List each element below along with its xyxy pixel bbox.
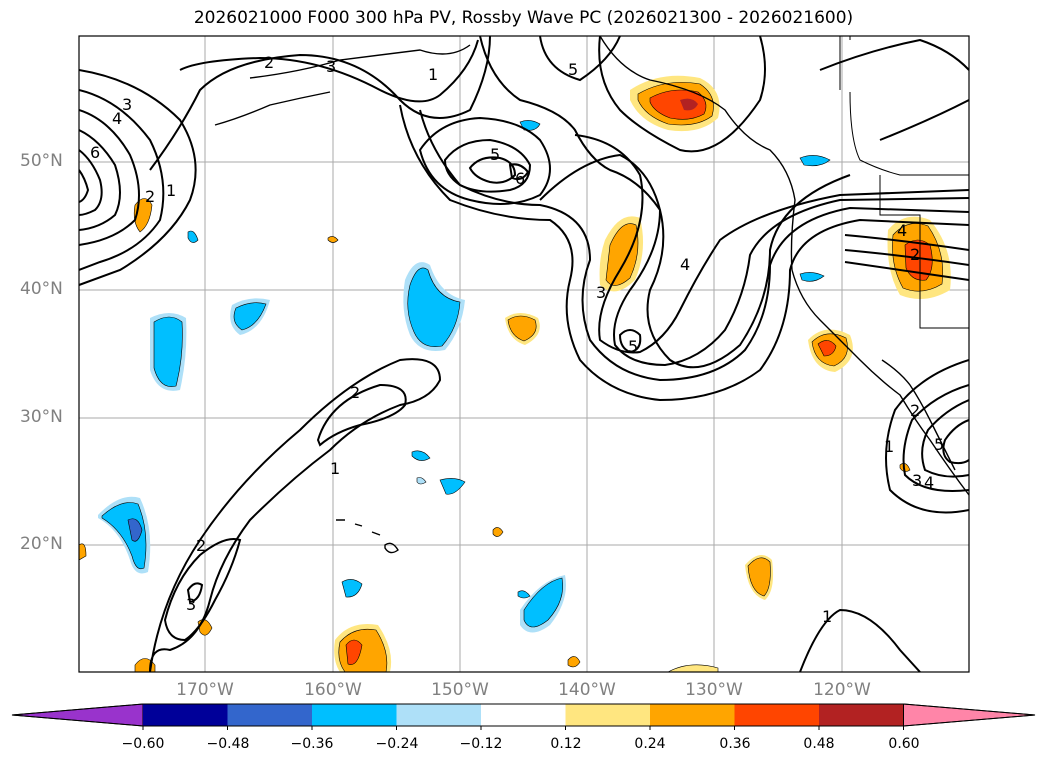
contour-label: 1: [330, 459, 340, 478]
contour-label: 6: [90, 143, 100, 162]
colorbar-segment: [565, 704, 650, 726]
contour-label: 4: [924, 473, 934, 492]
contour-label: 2: [350, 383, 360, 402]
colorbar-tick-label: −0.24: [375, 736, 419, 752]
contour-label: 4: [112, 109, 122, 128]
contour-labels: 2 3 1 5 3 4 6 5 6 2 1 3 4 5 4 2 2 1 2 3 …: [90, 53, 944, 626]
contour-label: 5: [490, 145, 500, 164]
lon-label-130w: 130°W: [685, 680, 743, 700]
contour-label: 5: [568, 60, 578, 79]
colorbar: [11, 703, 1036, 730]
colorbar-tick-label: −0.12: [459, 736, 503, 752]
contour-label: 2: [910, 245, 920, 264]
contour-label: 5: [628, 337, 638, 356]
contour-label: 1: [822, 607, 832, 626]
colorbar-tick-label: 0.48: [803, 736, 835, 752]
colorbar-segment: [481, 704, 566, 726]
colorbar-tick-label: 0.60: [888, 736, 920, 752]
lon-label-120w: 120°W: [813, 680, 871, 700]
colorbar-tick-label: 0.36: [719, 736, 751, 752]
pv-anomaly-shading: [79, 75, 951, 672]
lat-label-20n: 20°N: [20, 534, 63, 554]
colorbar-segment: [227, 704, 312, 726]
contour-label: 3: [186, 595, 196, 614]
contour-label: 2: [196, 536, 206, 555]
colorbar-extend-min: [11, 703, 144, 727]
colorbar-segment: [819, 704, 904, 726]
colorbar-extend-max: [903, 703, 1036, 727]
colorbar-segment: [734, 704, 819, 726]
colorbar-segment: [143, 704, 228, 726]
contour-label: 2: [145, 187, 155, 206]
contour-label: 3: [912, 471, 922, 490]
map-frame: [78, 35, 970, 673]
lon-label-170w: 170°W: [176, 680, 234, 700]
colorbar-tick-label: −0.60: [121, 736, 165, 752]
contour-label: 5: [934, 435, 944, 454]
contour-label: 3: [122, 95, 132, 114]
colorbar-tick-label: −0.48: [206, 736, 250, 752]
map-title: 2026021000 F000 300 hPa PV, Rossby Wave …: [193, 8, 854, 28]
lon-label-150w: 150°W: [431, 680, 489, 700]
colorbar-segment: [396, 704, 481, 726]
contour-label: 2: [910, 401, 920, 420]
lat-label-30n: 30°N: [20, 407, 63, 427]
lon-label-160w: 160°W: [304, 680, 362, 700]
lon-label-140w: 140°W: [558, 680, 616, 700]
colorbar-segment: [312, 704, 397, 726]
lat-label-40n: 40°N: [20, 279, 63, 299]
colorbar-segment: [650, 704, 735, 726]
colorbar-tick-label: −0.36: [290, 736, 334, 752]
lat-label-50n: 50°N: [20, 151, 63, 171]
contour-label: 4: [680, 255, 690, 274]
pv-contours: [79, 36, 969, 672]
colorbar-tick-label: 0.24: [634, 736, 666, 752]
contour-label: 4: [897, 221, 907, 240]
contour-label: 1: [884, 437, 894, 456]
contour-label: 6: [515, 169, 525, 188]
contour-label: 1: [428, 65, 438, 84]
contour-label: 3: [326, 57, 336, 76]
contour-label: 1: [166, 181, 176, 200]
contour-label: 2: [264, 53, 274, 72]
colorbar-tick-label: 0.12: [550, 736, 582, 752]
contour-label: 3: [596, 283, 606, 302]
